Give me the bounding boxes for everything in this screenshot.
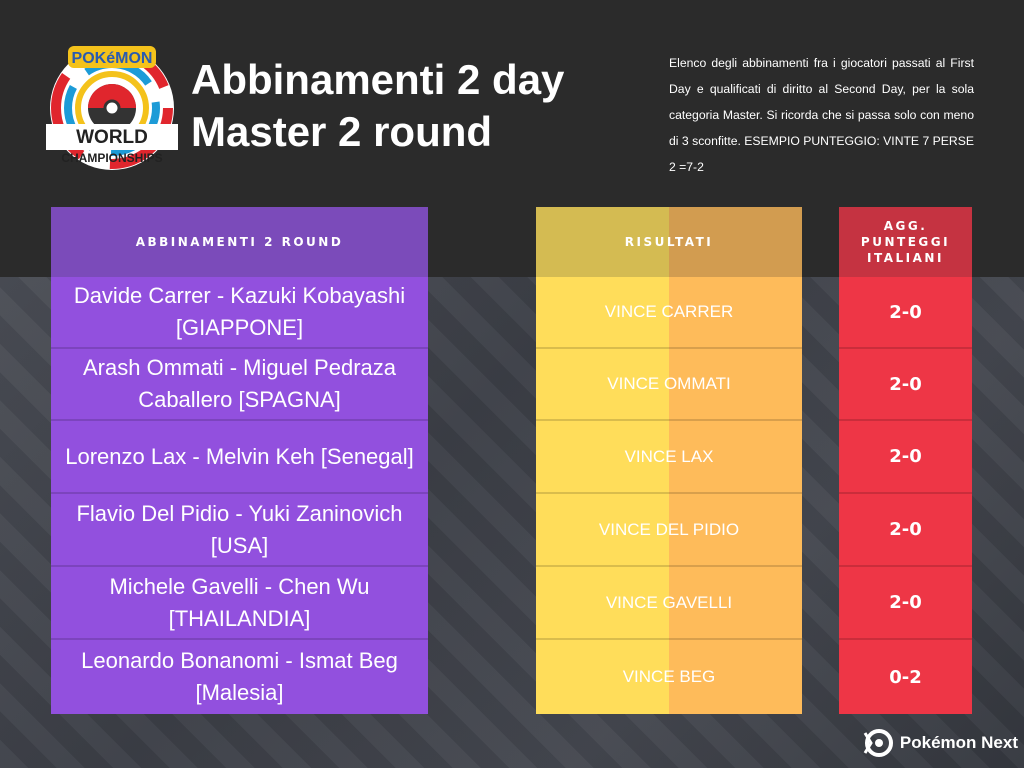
score-cell: 2-0 [839, 567, 972, 640]
pairing-row: Lorenzo Lax - Melvin Keh [Senegal] [51, 421, 428, 494]
results-header: RISULTATI [536, 207, 802, 277]
result-cell: VINCE DEL PIDIO [536, 494, 802, 567]
worlds-logo: POKéMON WORLD CHAMPIONSHIPS [46, 46, 178, 170]
result-cell: VINCE GAVELLI [536, 567, 802, 640]
pairings-header: ABBINAMENTI 2 ROUND [51, 207, 428, 277]
pairing-row: Davide Carrer - Kazuki Kobayashi [GIAPPO… [51, 277, 428, 349]
scores-header: AGG. PUNTEGGI ITALIANI [839, 207, 972, 277]
score-cell: 2-0 [839, 277, 972, 349]
pairing-row: Leonardo Bonanomi - Ismat Beg [Malesia] [51, 640, 428, 714]
scores-column: AGG. PUNTEGGI ITALIANI 2-0 2-0 2-0 2-0 2… [839, 207, 972, 714]
results-column: RISULTATI VINCE CARRER VINCE OMMATI VINC… [536, 207, 802, 714]
svg-text:WORLD: WORLD [76, 127, 148, 148]
score-cell: 0-2 [839, 640, 972, 714]
title-line-1: Abbinamenti 2 day [191, 56, 565, 103]
description: Elenco degli abbinamenti fra i giocatori… [669, 56, 974, 174]
svg-text:CHAMPIONSHIPS: CHAMPIONSHIPS [61, 151, 162, 165]
brand-name: Pokémon Next [899, 733, 1018, 752]
pairing-row: Arash Ommati - Miguel Pedraza Caballero … [51, 349, 428, 421]
page-title: Abbinamenti 2 day Master 2 round [191, 54, 564, 158]
score-cell: 2-0 [839, 349, 972, 421]
result-cell: VINCE BEG [536, 640, 802, 714]
pairings-column: ABBINAMENTI 2 ROUND Davide Carrer - Kazu… [51, 207, 428, 714]
score-cell: 2-0 [839, 494, 972, 567]
result-cell: VINCE CARRER [536, 277, 802, 349]
pairing-row: Flavio Del Pidio - Yuki Zaninovich [USA] [51, 494, 428, 567]
result-cell: VINCE LAX [536, 421, 802, 494]
result-cell: VINCE OMMATI [536, 349, 802, 421]
score-cell: 2-0 [839, 421, 972, 494]
pokemon-next-logo-icon [863, 729, 893, 757]
title-line-2: Master 2 round [191, 108, 493, 155]
pairing-row: Michele Gavelli - Chen Wu [THAILANDIA] [51, 567, 428, 640]
svg-text:POKéMON: POKéMON [72, 50, 153, 67]
brand-watermark: Pokémon Next [862, 728, 1018, 758]
